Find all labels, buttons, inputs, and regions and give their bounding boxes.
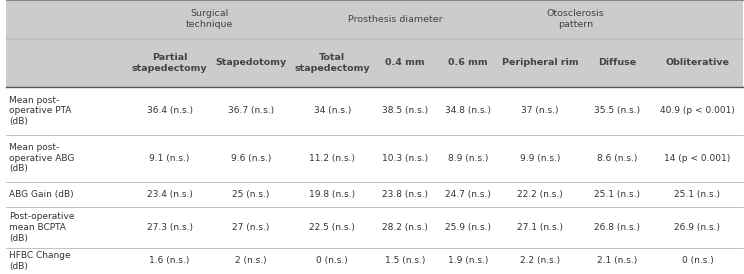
Text: 0.4 mm: 0.4 mm	[385, 58, 425, 67]
Text: 8.6 (n.s.): 8.6 (n.s.)	[597, 154, 637, 163]
Text: 38.5 (n.s.): 38.5 (n.s.)	[382, 106, 428, 115]
Text: Peripheral rim: Peripheral rim	[502, 58, 579, 67]
Text: 2 (n.s.): 2 (n.s.)	[235, 256, 267, 266]
Text: 24.7 (n.s.): 24.7 (n.s.)	[445, 190, 490, 199]
Text: Obliterative: Obliterative	[665, 58, 729, 67]
Text: 1.5 (n.s.): 1.5 (n.s.)	[385, 256, 425, 266]
Text: Post-operative
mean BCPTA
(dB): Post-operative mean BCPTA (dB)	[9, 212, 74, 242]
Text: 26.8 (n.s.): 26.8 (n.s.)	[594, 223, 640, 232]
Text: Mean post-
operative ABG
(dB): Mean post- operative ABG (dB)	[9, 143, 74, 173]
Text: 26.9 (n.s.): 26.9 (n.s.)	[674, 223, 720, 232]
Text: 40.9 (p < 0.001): 40.9 (p < 0.001)	[660, 106, 735, 115]
Text: 9.6 (n.s.): 9.6 (n.s.)	[231, 154, 271, 163]
Text: 34 (n.s.): 34 (n.s.)	[314, 106, 351, 115]
Text: Total
stapedectomy: Total stapedectomy	[295, 53, 370, 73]
Text: Partial
stapedectomy: Partial stapedectomy	[132, 53, 208, 73]
Text: 19.8 (n.s.): 19.8 (n.s.)	[310, 190, 356, 199]
Text: 25.1 (n.s.): 25.1 (n.s.)	[594, 190, 640, 199]
Text: Mean post-
operative PTA
(dB): Mean post- operative PTA (dB)	[9, 96, 71, 126]
Text: 2.1 (n.s.): 2.1 (n.s.)	[597, 256, 637, 266]
Text: 23.4 (n.s.): 23.4 (n.s.)	[147, 190, 193, 199]
Text: 14 (p < 0.001): 14 (p < 0.001)	[664, 154, 731, 163]
Text: Stapedotomy: Stapedotomy	[215, 58, 286, 67]
Text: Diffuse: Diffuse	[597, 58, 636, 67]
Text: 0 (n.s.): 0 (n.s.)	[682, 256, 713, 266]
Text: Surgical
technique: Surgical technique	[186, 9, 234, 29]
Text: 2.2 (n.s.): 2.2 (n.s.)	[520, 256, 560, 266]
Text: 8.9 (n.s.): 8.9 (n.s.)	[448, 154, 488, 163]
Text: 36.4 (n.s.): 36.4 (n.s.)	[147, 106, 193, 115]
Text: 28.2 (n.s.): 28.2 (n.s.)	[382, 223, 428, 232]
Text: 27.1 (n.s.): 27.1 (n.s.)	[517, 223, 563, 232]
Text: 0.6 mm: 0.6 mm	[448, 58, 487, 67]
Text: 11.2 (n.s.): 11.2 (n.s.)	[310, 154, 356, 163]
Text: 9.9 (n.s.): 9.9 (n.s.)	[520, 154, 560, 163]
Text: 9.1 (n.s.): 9.1 (n.s.)	[150, 154, 190, 163]
Text: 25.9 (n.s.): 25.9 (n.s.)	[445, 223, 491, 232]
Bar	[6, 0, 743, 87]
Text: 1.9 (n.s.): 1.9 (n.s.)	[448, 256, 488, 266]
Text: 27.3 (n.s.): 27.3 (n.s.)	[147, 223, 193, 232]
Text: HFBC Change
(dB): HFBC Change (dB)	[9, 251, 71, 271]
Text: 23.8 (n.s.): 23.8 (n.s.)	[382, 190, 428, 199]
Text: 27 (n.s.): 27 (n.s.)	[232, 223, 269, 232]
Text: 34.8 (n.s.): 34.8 (n.s.)	[445, 106, 491, 115]
Text: ABG Gain (dB): ABG Gain (dB)	[9, 190, 74, 199]
Text: 25 (n.s.): 25 (n.s.)	[232, 190, 269, 199]
Text: Prosthesis diameter: Prosthesis diameter	[348, 15, 443, 24]
Text: 1.6 (n.s.): 1.6 (n.s.)	[150, 256, 190, 266]
Text: 0 (n.s.): 0 (n.s.)	[316, 256, 348, 266]
Text: 25.1 (n.s.): 25.1 (n.s.)	[674, 190, 720, 199]
Text: 10.3 (n.s.): 10.3 (n.s.)	[382, 154, 428, 163]
Text: 36.7 (n.s.): 36.7 (n.s.)	[228, 106, 274, 115]
Text: 22.5 (n.s.): 22.5 (n.s.)	[310, 223, 356, 232]
Text: 35.5 (n.s.): 35.5 (n.s.)	[594, 106, 640, 115]
Text: 37 (n.s.): 37 (n.s.)	[522, 106, 559, 115]
Text: 22.2 (n.s.): 22.2 (n.s.)	[517, 190, 563, 199]
Text: Otosclerosis
pattern: Otosclerosis pattern	[547, 9, 605, 29]
